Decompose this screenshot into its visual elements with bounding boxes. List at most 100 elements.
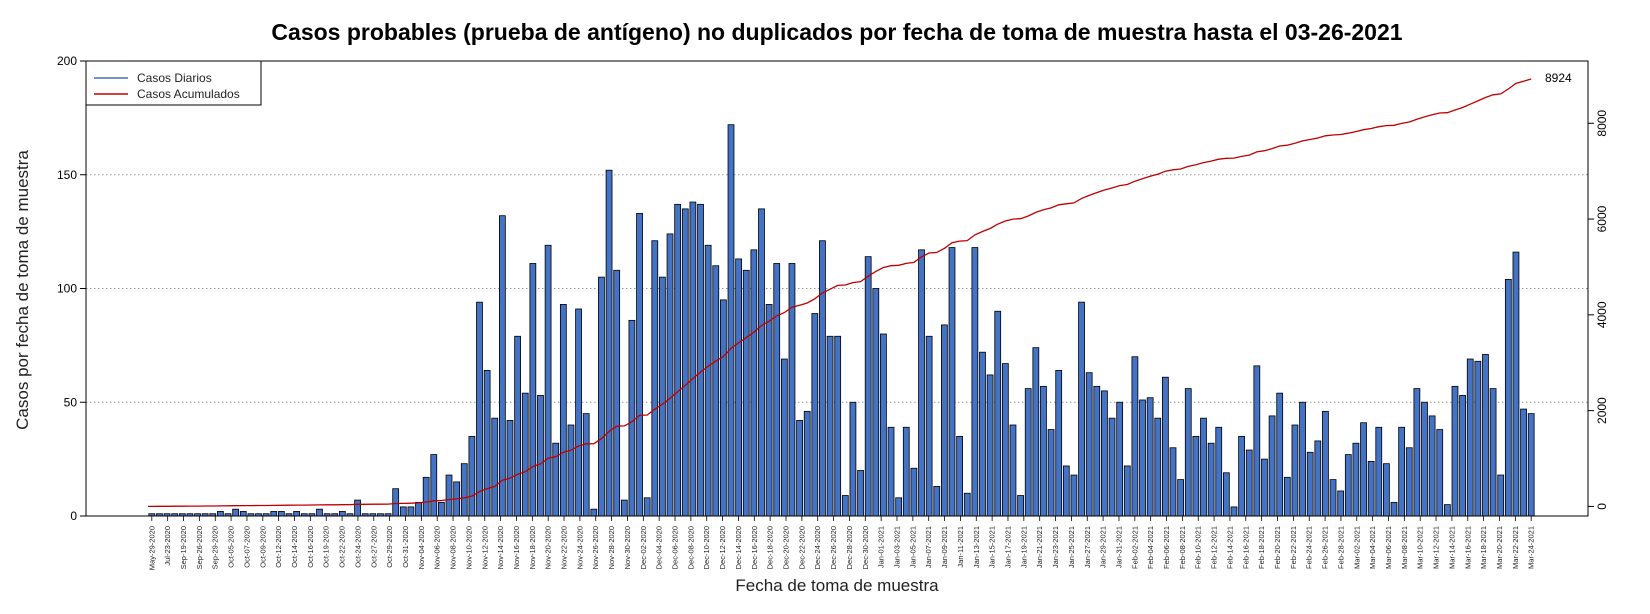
x-tick-label: Nov-30-2020	[623, 526, 632, 569]
bar-daily	[811, 313, 819, 517]
cumulative-line	[148, 78, 1532, 508]
x-tick-label: Feb-28-2021	[1336, 526, 1345, 569]
x-tick-label: Oct-31-2020	[401, 526, 410, 568]
x-tick-label: Oct-24-2020	[353, 526, 362, 568]
bar-daily	[491, 417, 499, 517]
bar-daily	[819, 240, 826, 517]
x-tick-label: Nov-16-2020	[512, 526, 521, 569]
bar-daily	[689, 201, 697, 517]
x-tick-label: Dec-22-2020	[797, 526, 806, 569]
x-tick-label: Jan-15-2021	[988, 526, 997, 568]
y2-axis: 0 2000 4000 6000 8000	[1588, 110, 1609, 510]
bar-daily	[1261, 458, 1268, 517]
bar-daily	[941, 324, 948, 517]
bar-daily	[445, 474, 453, 517]
bar-daily	[681, 208, 689, 517]
x-tick-label: Nov-24-2020	[575, 526, 584, 569]
bar-daily	[399, 506, 407, 517]
bar-daily	[895, 497, 903, 517]
x-tick-label: Feb-08-2021	[1178, 526, 1187, 569]
bar-daily	[887, 426, 895, 517]
legend-label-daily: Casos Diarios	[137, 71, 212, 85]
x-tick-label: Sep-29-2020	[211, 526, 220, 569]
cumulative-end-label: 8924	[1545, 71, 1572, 85]
bar-daily	[1291, 424, 1299, 517]
bar-daily	[1184, 388, 1192, 517]
x-tick-label: Oct-16-2020	[306, 526, 315, 568]
bar-daily	[1131, 356, 1139, 517]
x-tick-label: Feb-26-2021	[1321, 526, 1330, 569]
bar-daily	[1024, 388, 1032, 517]
bar-daily	[1474, 360, 1482, 517]
x-tick-label: Dec-18-2020	[766, 526, 775, 569]
bar-daily	[575, 308, 582, 517]
bar-daily	[750, 249, 758, 517]
bar-daily	[1009, 424, 1017, 517]
y-tick-label: 50	[64, 395, 78, 409]
bar-daily	[803, 410, 811, 517]
x-tick-label: Oct-12-2020	[274, 526, 283, 568]
bar-daily	[1398, 426, 1406, 517]
x-tick-label: Jan-29-2021	[1099, 526, 1108, 568]
bar-daily	[773, 263, 781, 517]
x-tick-label: Dec-28-2020	[845, 526, 854, 569]
bar-daily	[796, 420, 803, 517]
bar-daily	[1169, 447, 1177, 517]
x-tick-label: Feb-22-2021	[1289, 526, 1298, 569]
x-tick-label: Feb-12-2021	[1210, 526, 1219, 569]
bar-daily	[1504, 278, 1512, 517]
bar-daily	[590, 508, 598, 517]
bar-daily	[316, 508, 323, 517]
bar-daily	[1123, 465, 1131, 517]
bar-daily	[1001, 363, 1009, 517]
bar-daily	[1322, 410, 1329, 517]
bar-daily	[407, 506, 415, 517]
x-tick-label: Feb-02-2021	[1130, 526, 1139, 569]
x-tick-label: Jan-05-2021	[908, 526, 917, 568]
bar-daily	[1451, 385, 1459, 517]
bar-daily	[1482, 354, 1489, 517]
bar-daily	[1527, 413, 1535, 517]
bar-daily	[1337, 490, 1345, 517]
bar-daily	[712, 265, 720, 517]
bar-daily	[1146, 397, 1154, 517]
bar-daily	[918, 249, 925, 517]
bar-daily	[643, 497, 651, 517]
x-tick-label: Dec-20-2020	[782, 526, 791, 569]
bar-daily	[1062, 465, 1070, 517]
cumulative-line-group	[148, 78, 1532, 508]
x-tick-label: Jan-31-2021	[1114, 526, 1123, 568]
bar-daily	[1222, 472, 1230, 517]
bar-daily	[674, 203, 682, 517]
x-tick-label: Nov-10-2020	[464, 526, 473, 569]
bar-daily	[902, 426, 910, 517]
bar-daily	[948, 247, 956, 517]
x-tick-label: Jul-23-2020	[163, 526, 172, 566]
bar-daily	[514, 335, 521, 517]
x-tick-label: Feb-04-2021	[1146, 526, 1155, 569]
bar-daily	[544, 244, 552, 517]
bars-group	[148, 124, 1535, 517]
bar-daily	[1306, 451, 1314, 517]
y-tick-label: 200	[57, 54, 77, 68]
x-tick-label: Mar-14-2021	[1447, 526, 1456, 569]
bar-daily	[971, 247, 979, 517]
bar-daily	[986, 374, 994, 517]
bar-daily	[354, 499, 361, 517]
bar-daily	[636, 213, 643, 517]
bar-daily	[1215, 426, 1223, 517]
bar-daily	[392, 488, 400, 517]
x-tick-label: Jan-09-2021	[940, 526, 949, 568]
x-tick-label: Sep-19-2020	[179, 526, 188, 569]
x-tick-label: Dec-24-2020	[813, 526, 822, 569]
bar-daily	[1207, 442, 1215, 517]
bar-daily	[765, 304, 773, 517]
bar-daily	[857, 470, 864, 517]
bar-daily	[293, 511, 300, 517]
bar-daily	[1352, 442, 1360, 517]
bar-daily	[1253, 365, 1261, 517]
bar-daily	[529, 263, 537, 517]
x-tick-label: Mar-18-2021	[1479, 526, 1488, 569]
x-tick-label: Oct-05-2020	[227, 526, 236, 568]
x-tick-label: Nov-28-2020	[607, 526, 616, 569]
